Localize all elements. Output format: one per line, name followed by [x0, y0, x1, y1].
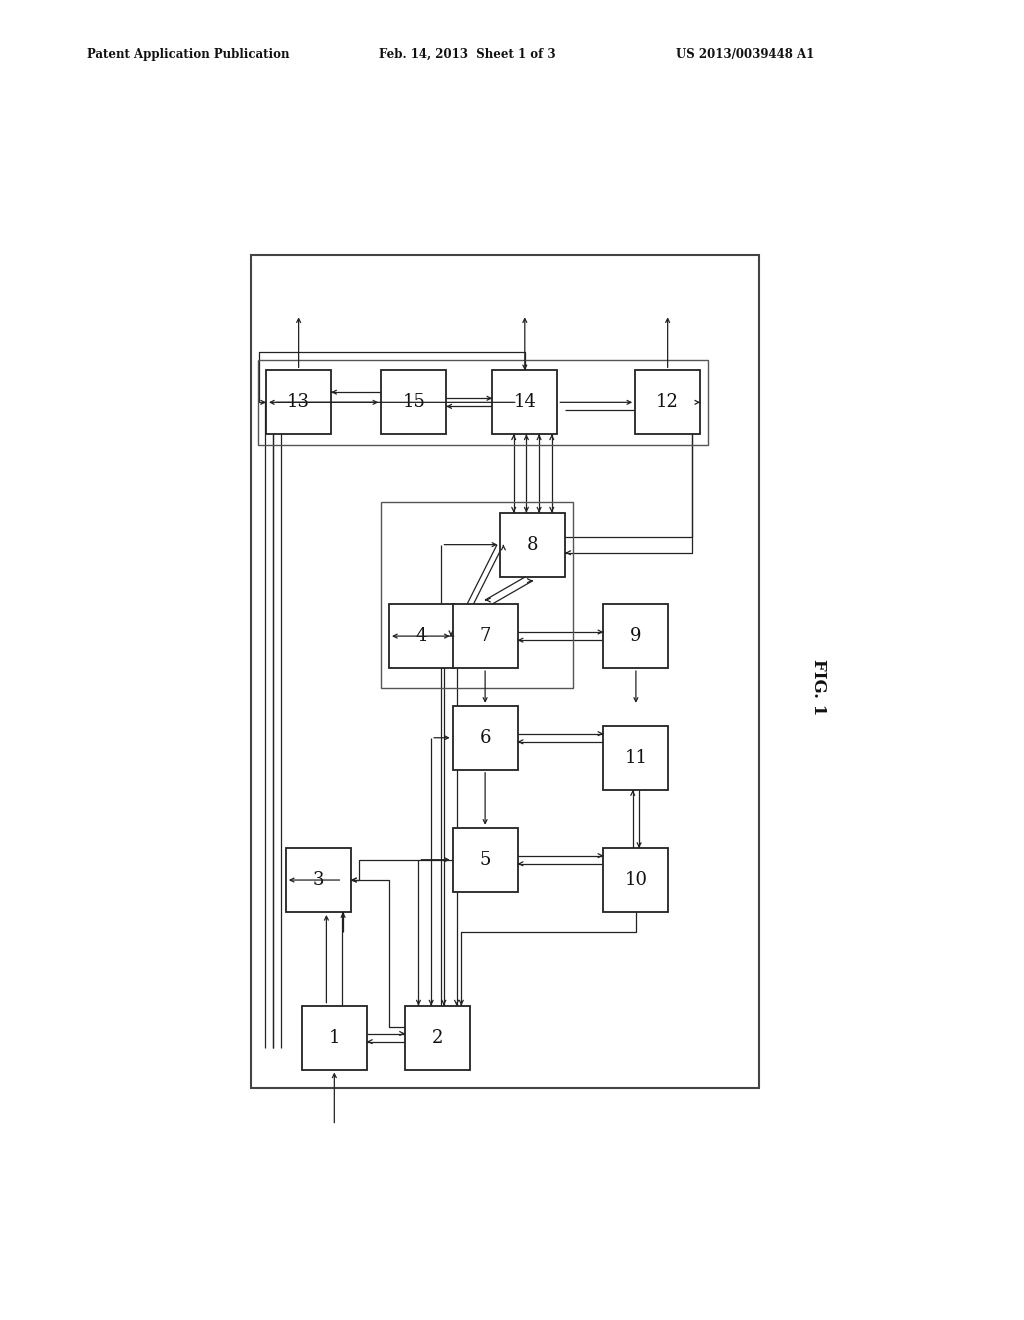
Text: US 2013/0039448 A1: US 2013/0039448 A1: [676, 48, 814, 61]
Text: 4: 4: [416, 627, 427, 645]
Bar: [603, 726, 669, 791]
Text: 5: 5: [479, 850, 490, 869]
Bar: [635, 371, 700, 434]
Bar: [381, 503, 573, 689]
Text: 6: 6: [479, 729, 490, 747]
Bar: [266, 371, 331, 434]
Bar: [493, 371, 557, 434]
Text: 8: 8: [527, 536, 539, 553]
Bar: [603, 605, 669, 668]
Bar: [251, 255, 759, 1089]
Text: 2: 2: [432, 1028, 443, 1047]
Bar: [258, 360, 709, 445]
Text: 15: 15: [402, 393, 425, 412]
Bar: [500, 512, 565, 577]
Text: Patent Application Publication: Patent Application Publication: [87, 48, 290, 61]
Bar: [603, 847, 669, 912]
Bar: [286, 847, 351, 912]
Text: Feb. 14, 2013  Sheet 1 of 3: Feb. 14, 2013 Sheet 1 of 3: [379, 48, 555, 61]
Text: 11: 11: [625, 748, 647, 767]
Text: 1: 1: [329, 1028, 340, 1047]
Bar: [453, 706, 518, 770]
Text: 3: 3: [312, 871, 325, 890]
Bar: [389, 605, 455, 668]
Bar: [453, 605, 518, 668]
Text: 9: 9: [630, 627, 642, 645]
Bar: [404, 1006, 470, 1069]
Text: 10: 10: [625, 871, 647, 890]
Text: 7: 7: [479, 627, 490, 645]
Bar: [381, 371, 446, 434]
Bar: [302, 1006, 367, 1069]
Text: FIG. 1: FIG. 1: [810, 659, 827, 715]
Text: 13: 13: [287, 393, 310, 412]
Bar: [453, 828, 518, 892]
Text: 14: 14: [513, 393, 537, 412]
Text: 12: 12: [656, 393, 679, 412]
